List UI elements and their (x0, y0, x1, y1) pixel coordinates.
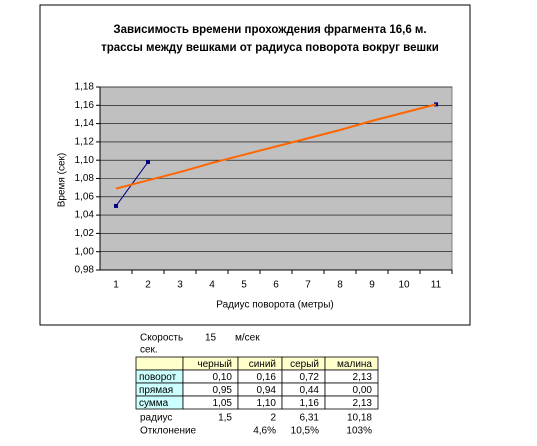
cell-text: 1,5 (218, 413, 232, 424)
cell-text: 0,00 (353, 385, 373, 396)
chart-title: трассы между вешками от радиуса поворота… (101, 42, 439, 54)
marker (114, 203, 118, 208)
y-tick-label: 1,06 (75, 191, 95, 202)
y-tick-label: 1,14 (75, 118, 95, 129)
x-tick-label: 10 (398, 280, 410, 291)
y-tick-label: 1,10 (75, 155, 95, 166)
cell-text: радиус (140, 413, 172, 424)
cell-text: прямая (139, 385, 173, 396)
cell-text: 0,95 (213, 385, 233, 396)
cell-text: черный (197, 359, 232, 370)
cell-text: м/сек (235, 333, 260, 344)
y-tick-label: 1,18 (75, 82, 95, 93)
x-tick-label: 7 (305, 280, 311, 291)
cell-text: 1,05 (213, 398, 233, 409)
cell-text: малина (337, 359, 372, 370)
x-tick-label: 4 (209, 280, 215, 291)
cell-text: 2,13 (353, 372, 373, 383)
y-axis-title: Время (сек) (57, 153, 68, 207)
series-line (115, 103, 437, 190)
x-tick-label: 5 (241, 280, 247, 291)
y-tick-label: 1,08 (75, 173, 95, 184)
y-tick-label: 1,12 (75, 137, 95, 148)
cell-text: серый (290, 359, 319, 370)
cell-text: Отклонение (140, 426, 197, 437)
cell-text: 0,72 (300, 372, 320, 383)
cell-text: 4,6% (253, 426, 276, 437)
x-tick-label: 1 (113, 280, 119, 291)
y-tick-label: 1,16 (75, 100, 95, 111)
y-tick-label: 1,02 (75, 228, 95, 239)
y-tick-label: 0,98 (75, 265, 95, 276)
y-tick-label: 1,04 (75, 210, 95, 221)
cell-text: сумма (139, 398, 169, 409)
cell-text: 10,18 (347, 413, 372, 424)
cell-text: 2 (270, 413, 276, 424)
x-tick-label: 8 (337, 280, 343, 291)
x-tick-label: 9 (369, 280, 375, 291)
cell-text: 0,44 (300, 385, 320, 396)
x-axis-title: Радиус поворота (метры) (216, 300, 334, 311)
y-tick-label: 1,00 (75, 246, 95, 257)
cell-text: 6,31 (300, 413, 320, 424)
cell-text: поворот (139, 372, 177, 383)
cell-text: 103% (346, 426, 372, 437)
cell-text: 0,94 (257, 385, 277, 396)
cell-text: 1,10 (257, 398, 277, 409)
chart-title: Зависимость времени прохождения фрагмент… (113, 24, 426, 36)
x-tick-label: 3 (177, 280, 183, 291)
cell-text: 0,16 (257, 372, 277, 383)
cell-text: 15 (205, 333, 217, 344)
cell-text: Скорость (140, 333, 183, 344)
cell-text: сек. (140, 345, 158, 356)
x-tick-label: 6 (273, 280, 279, 291)
table-cell (135, 356, 184, 371)
cell-text: 1,16 (300, 398, 320, 409)
table-cell (324, 395, 379, 410)
x-tick-label: 2 (145, 280, 151, 291)
cell-text: 10,5% (291, 426, 319, 437)
marker (146, 160, 150, 165)
cell-text: 0,10 (213, 372, 233, 383)
cell-text: 2,13 (353, 398, 373, 409)
x-tick-label: 11 (431, 280, 442, 291)
cell-text: синий (249, 359, 276, 370)
